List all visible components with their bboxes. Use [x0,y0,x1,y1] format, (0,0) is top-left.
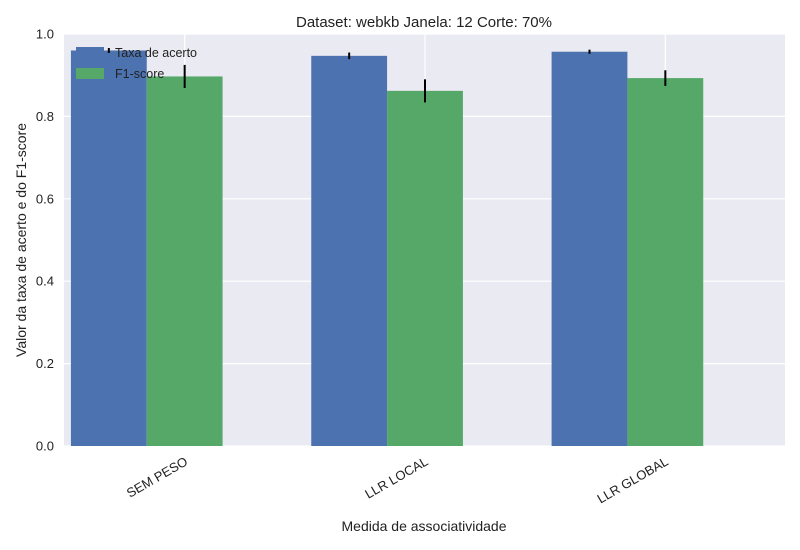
legend-swatch [76,68,104,79]
legend: Taxa de acerto F1-score [76,46,197,81]
y-axis-title: Valor da taxa de acerto e do F1-score [13,123,29,357]
legend-label: F1-score [115,67,164,81]
bar [311,55,388,446]
bar [70,50,147,446]
y-tick-labels: 0.0 0.2 0.4 0.6 0.8 1.0 [36,27,54,454]
legend-label: Taxa de acerto [115,46,197,60]
y-tick-label: 0.0 [36,439,54,454]
y-tick-label: 0.8 [36,109,54,124]
legend-swatch [76,47,104,58]
bar [551,51,628,446]
x-axis-title: Medida de associatividade [342,518,507,534]
bar [627,78,704,447]
y-tick-label: 0.4 [36,274,54,289]
chart-title: Dataset: webkb Janela: 12 Corte: 70% [296,14,552,31]
y-tick-label: 0.6 [36,191,54,206]
y-tick-label: 1.0 [36,27,54,42]
bars [70,50,704,447]
bar [387,90,463,446]
error-bars [107,48,667,103]
bar [146,76,223,446]
y-tick-label: 0.2 [36,356,54,371]
